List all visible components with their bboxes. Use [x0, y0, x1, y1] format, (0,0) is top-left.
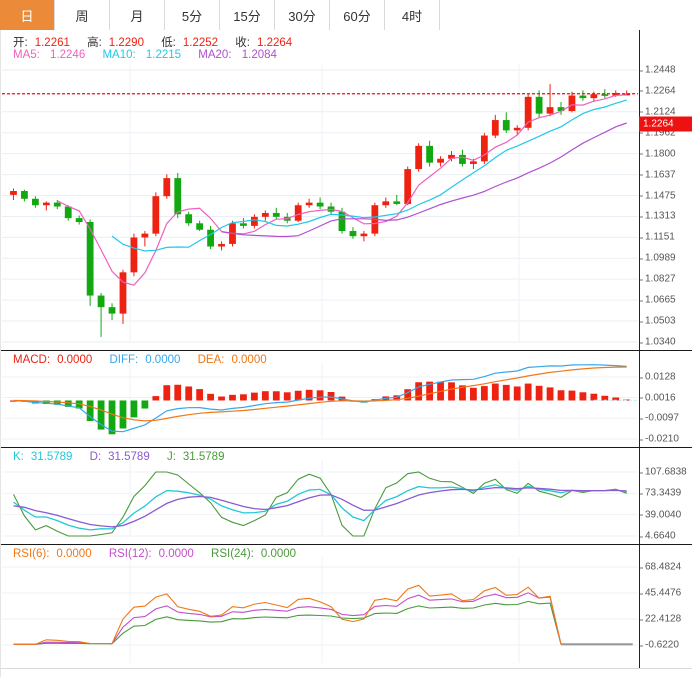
axis-tick: -0.0097 [640, 413, 679, 424]
ma5-legend: MA5: 1.2246 [13, 49, 86, 61]
price-legend-ohlc: 开: 1.2261 高: 1.2290 低: 1.2252 收: 1.2264 [13, 34, 306, 50]
low-label: 低: 1.2252 [161, 37, 219, 49]
axis-tick: 1.0340 [640, 337, 676, 348]
tab-15min[interactable]: 15分 [220, 0, 275, 30]
price-axis: 1.2448 1.2264 1.2124 1.1962 1.1800 1.1637 1.14… [639, 30, 692, 350]
axis-tick: 68.4824 [640, 562, 681, 573]
tab-4hour[interactable]: 4时 [385, 0, 440, 30]
macd-value-legend: MACD: 0.0000 [13, 354, 93, 366]
axis-tick: 1.1800 [640, 148, 676, 159]
panel-separator-1 [1, 350, 692, 351]
axis-tick: 73.3439 [640, 488, 681, 499]
axis-tick: 1.1313 [640, 211, 676, 222]
macd-axis: 0.0128 0.0016 -0.0097 -0.0210 [639, 351, 692, 447]
axis-tick: 1.1637 [640, 169, 676, 180]
panel-separator-3 [1, 544, 692, 545]
axis-tick: 0.0128 [640, 372, 676, 383]
axis-tick: 1.2124 [640, 106, 676, 117]
axis-tick: -0.0210 [640, 434, 679, 445]
price-plot-area [2, 30, 638, 350]
chart-frame: 开: 1.2261 高: 1.2290 低: 1.2252 收: 1.2264 MA5:… [0, 30, 692, 677]
axis-tick: 1.1151 [640, 232, 675, 243]
kdj-svg [2, 460, 638, 537]
rsi-axis: 68.4824 45.4476 22.4128 -0.6220 [639, 545, 692, 668]
close-label: 收: 1.2264 [235, 37, 293, 49]
rsi-plot-area [2, 545, 638, 668]
macd-legend: MACD: 0.0000 DIFF: 0.0000 DEA: 0.0000 [13, 354, 281, 366]
axis-tick: 1.2264 [640, 85, 676, 96]
k-value-legend: K: 31.5789 [13, 451, 73, 463]
tab-5min[interactable]: 5分 [165, 0, 220, 30]
axis-tick: 1.0827 [640, 274, 676, 285]
macd-plot-area [2, 351, 638, 447]
d-value-legend: D: 31.5789 [89, 451, 150, 463]
rsi-legend: RSI(6): 0.0000 RSI(12): 0.0000 RSI(24): 0.0… [13, 548, 310, 560]
j-value-legend: J: 31.5789 [166, 451, 225, 463]
rsi24-value-legend: RSI(24): 0.0000 [211, 548, 297, 560]
axis-tick: 1.0989 [640, 253, 676, 264]
tab-day[interactable]: 日 [0, 0, 55, 30]
axis-tick: 1.2448 [640, 65, 676, 76]
macd-panel: MACD: 0.0000 DIFF: 0.0000 DEA: 0.0000 0.012… [1, 351, 692, 447]
live-price-tag: 1.2264 [639, 116, 692, 132]
kdj-plot-area [2, 448, 638, 544]
timeframe-tabbar[interactable]: 日 周 月 5分 15分 30分 60分 4时 [0, 0, 692, 30]
axis-tick: -0.6220 [640, 640, 679, 651]
high-label: 高: 1.2290 [87, 37, 144, 49]
ma20-legend: MA20: 1.2084 [198, 49, 277, 61]
rsi-svg [2, 557, 638, 663]
macd-svg [2, 363, 638, 440]
rsi12-value-legend: RSI(12): 0.0000 [108, 548, 194, 560]
axis-tick: 107.6838 [640, 467, 687, 478]
tab-month[interactable]: 月 [110, 0, 165, 30]
open-label: 开: 1.2261 [13, 37, 70, 49]
axis-tick: 39.0040 [640, 509, 681, 520]
ma10-legend: MA10: 1.2215 [102, 49, 182, 61]
tab-60min[interactable]: 60分 [330, 0, 385, 30]
dea-value-legend: DEA: 0.0000 [197, 354, 267, 366]
axis-tick: 0.0016 [640, 392, 676, 403]
tabbar-filler [440, 0, 692, 30]
axis-tick: 1.1475 [640, 190, 676, 201]
axis-tick: 22.4128 [640, 614, 681, 625]
kdj-legend: K: 31.5789 D: 31.5789 J: 31.5789 [13, 451, 238, 463]
rsi6-value-legend: RSI(6): 0.0000 [13, 548, 92, 560]
tab-30min[interactable]: 30分 [275, 0, 330, 30]
axis-tick: 1.0665 [640, 295, 676, 306]
price-panel: 开: 1.2261 高: 1.2290 低: 1.2252 收: 1.2264 MA5:… [1, 30, 692, 350]
kdj-axis: 107.6838 73.3439 39.0040 4.6640 [639, 448, 692, 544]
rsi-panel: RSI(6): 0.0000 RSI(12): 0.0000 RSI(24): 0.0… [1, 545, 692, 668]
panel-separator-2 [1, 447, 692, 448]
axis-tick: 4.6640 [640, 531, 676, 542]
axis-tick: 1.0503 [640, 316, 676, 327]
price-legend-ma: MA5: 1.2246 MA10: 1.2215 MA20: 1.2084 [13, 49, 291, 61]
tab-week[interactable]: 周 [55, 0, 110, 30]
axis-tick: 1.1962 [640, 127, 676, 138]
diff-value-legend: DIFF: 0.0000 [109, 354, 181, 366]
candlestick-svg [2, 64, 638, 343]
x-axis-labels: 10月 11月 12月 [1, 668, 692, 677]
axis-tick: 45.4476 [640, 588, 681, 599]
kdj-panel: K: 31.5789 D: 31.5789 J: 31.5789 107.6838 73… [1, 448, 692, 544]
